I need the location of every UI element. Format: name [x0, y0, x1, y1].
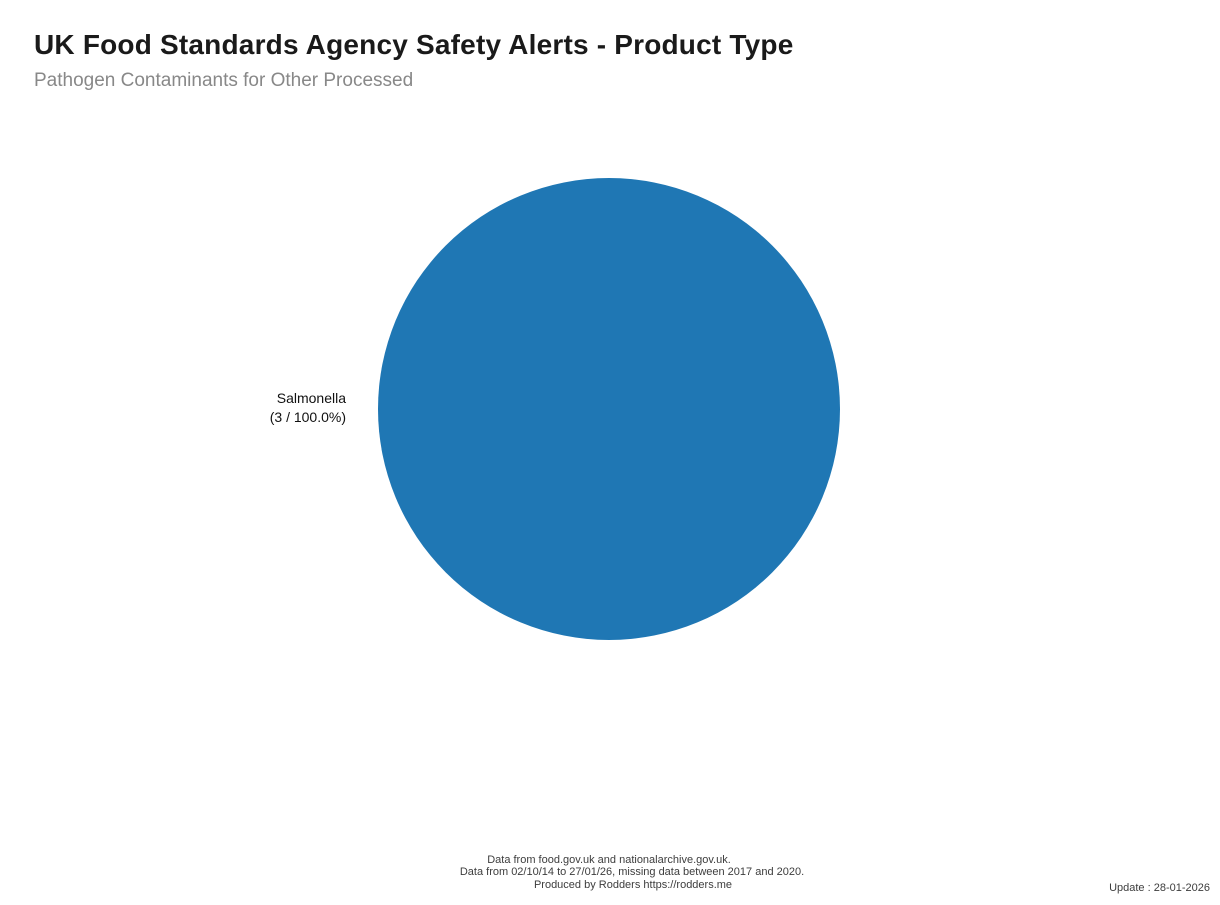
footer-credit-line: Produced by Rodders https://rodders.me — [533, 879, 733, 891]
footer-source-line: Data from food.gov.uk and nationalarchiv… — [487, 854, 731, 866]
pie-slice-label: Salmonella (3 / 100.0%) — [270, 389, 346, 427]
pie-slice-label-value: (3 / 100.0%) — [269, 409, 346, 425]
pie-slice-salmonella — [378, 178, 840, 640]
footer-daterange-line: Data from 02/10/14 to 27/01/26, missing … — [459, 866, 805, 878]
chart-subtitle: Pathogen Contaminants for Other Processe… — [34, 70, 414, 91]
update-date-label: Update : 28-01-2026 — [1109, 882, 1210, 894]
pie-slice-label-name: Salmonella — [276, 390, 346, 406]
chart-title: UK Food Standards Agency Safety Alerts -… — [34, 29, 794, 60]
